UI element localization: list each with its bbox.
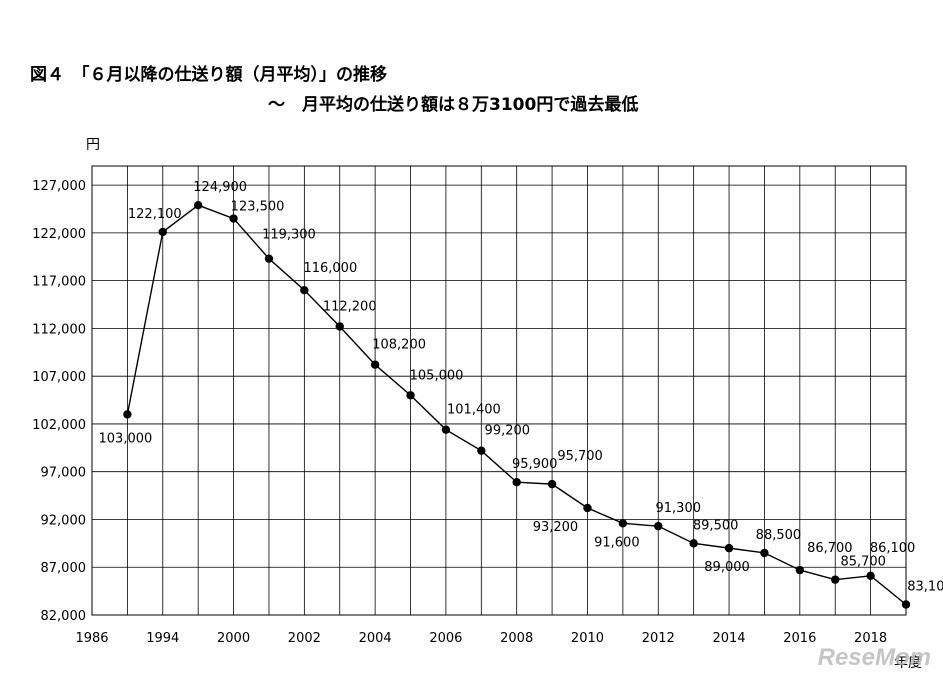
data-label: 105,000 xyxy=(410,368,464,383)
data-point xyxy=(618,519,628,528)
data-point xyxy=(370,360,380,369)
data-label: 91,300 xyxy=(656,501,702,516)
data-label: 101,400 xyxy=(447,403,501,418)
y-tick-label: 122,000 xyxy=(32,227,86,242)
plot-frame xyxy=(91,165,907,616)
x-tick-label: 2006 xyxy=(429,631,462,646)
x-tick-label: 2018 xyxy=(854,631,887,646)
data-label: 83,100 xyxy=(907,579,943,594)
x-tick-label: 2012 xyxy=(642,631,675,646)
data-label: 89,000 xyxy=(704,560,750,575)
x-tick-label: 2002 xyxy=(288,631,321,646)
data-point xyxy=(441,425,451,434)
data-point xyxy=(654,521,663,531)
data-point xyxy=(795,565,805,575)
data-label: 93,200 xyxy=(533,520,579,535)
y-tick-label: 97,000 xyxy=(41,466,87,481)
data-label: 124,900 xyxy=(193,180,247,195)
data-point xyxy=(512,478,521,487)
y-tick-label: 112,000 xyxy=(32,322,86,337)
y-tick-label: 127,000 xyxy=(32,179,86,194)
data-label: 95,900 xyxy=(512,457,558,472)
x-axis-unit-label: 年度 xyxy=(894,655,922,671)
data-point xyxy=(689,539,698,548)
y-tick-label: 87,000 xyxy=(41,561,87,576)
data-point xyxy=(264,254,274,263)
data-label: 108,200 xyxy=(372,338,426,353)
data-point xyxy=(583,503,592,513)
data-point xyxy=(866,571,875,581)
data-label: 116,000 xyxy=(303,261,357,276)
data-label: 122,100 xyxy=(128,207,182,222)
y-tick-label: 117,000 xyxy=(32,275,86,290)
x-tick-label: 1986 xyxy=(75,631,108,646)
data-label: 99,200 xyxy=(485,424,531,439)
data-point xyxy=(760,548,769,558)
x-tick-label: 2016 xyxy=(783,631,816,646)
chart-subtitle: ～ 月平均の仕送り額は８万3100円で過去最低 xyxy=(268,95,639,115)
data-label: 89,500 xyxy=(693,518,739,533)
data-label: 123,500 xyxy=(231,200,285,215)
data-point xyxy=(724,543,734,553)
data-point xyxy=(229,214,238,223)
watermark-logo: ReseMom xyxy=(817,644,931,671)
x-tick-label: 2004 xyxy=(359,631,392,646)
x-tick-label: 2000 xyxy=(217,631,250,646)
x-tick-label: 1994 xyxy=(146,631,179,646)
y-tick-label: 92,000 xyxy=(41,513,87,528)
data-label: 95,700 xyxy=(557,449,603,464)
data-point xyxy=(477,446,486,455)
data-point xyxy=(193,200,203,210)
chart-title: 図４ 「６月以降の仕送り額（月平均）」の推移 xyxy=(30,65,387,85)
data-point xyxy=(123,410,132,419)
data-point xyxy=(335,322,344,331)
x-tick-label: 2014 xyxy=(712,631,745,646)
data-label: 86,700 xyxy=(807,541,853,556)
data-label: 103,000 xyxy=(99,431,153,446)
data-label: 91,600 xyxy=(594,535,640,550)
x-tick-label: 2010 xyxy=(571,631,604,646)
data-label: 88,500 xyxy=(756,528,802,543)
y-axis-unit-label: 円 xyxy=(86,137,100,153)
data-label: 112,200 xyxy=(323,299,377,314)
data-point xyxy=(547,479,557,489)
y-tick-label: 107,000 xyxy=(32,370,86,385)
data-point xyxy=(901,600,911,609)
data-point xyxy=(300,285,309,295)
x-tick-label: 2008 xyxy=(500,631,533,646)
data-label: 85,700 xyxy=(840,555,886,570)
y-tick-label: 102,000 xyxy=(32,418,86,433)
data-point xyxy=(158,227,167,237)
y-tick-label: 82,000 xyxy=(41,609,87,624)
data-point xyxy=(406,391,415,400)
data-label: 86,100 xyxy=(870,541,916,556)
data-point xyxy=(831,575,840,584)
data-label: 119,300 xyxy=(262,228,316,243)
